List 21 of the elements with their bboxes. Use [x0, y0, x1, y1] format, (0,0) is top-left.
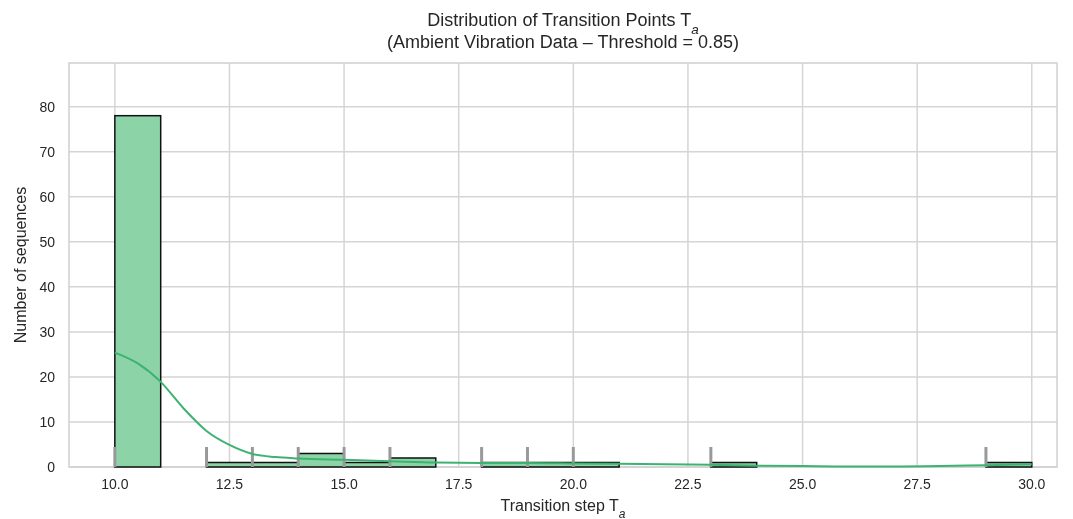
y-tick-label: 80 — [39, 98, 56, 115]
x-tick-label: 17.5 — [445, 476, 473, 492]
y-tick-label: 60 — [39, 188, 56, 205]
y-tick-label: 40 — [39, 278, 56, 295]
y-tick-label: 0 — [47, 459, 56, 475]
x-tick-label: 27.5 — [903, 476, 931, 492]
y-tick-label: 50 — [39, 233, 56, 250]
x-tick-label: 22.5 — [674, 476, 702, 492]
y-tick-label: 30 — [39, 323, 56, 340]
x-tick-label: 25.0 — [788, 476, 817, 492]
y-axis-title: Number of sequences — [12, 186, 29, 344]
y-tick-label: 10 — [39, 413, 56, 430]
x-tick-label: 15.0 — [330, 476, 358, 492]
line-series — [113, 351, 1033, 468]
x-tick-label: 10.0 — [101, 476, 129, 492]
x-tick-label: 30.0 — [1018, 476, 1046, 492]
x-axis-title: Transition step T$_{a}$ — [500, 497, 626, 519]
y-tick-label: 20 — [39, 368, 56, 385]
x-tick-label: 20.0 — [559, 476, 588, 492]
x-tick-label: 12.5 — [215, 476, 244, 492]
y-tick-label: 70 — [39, 143, 56, 160]
